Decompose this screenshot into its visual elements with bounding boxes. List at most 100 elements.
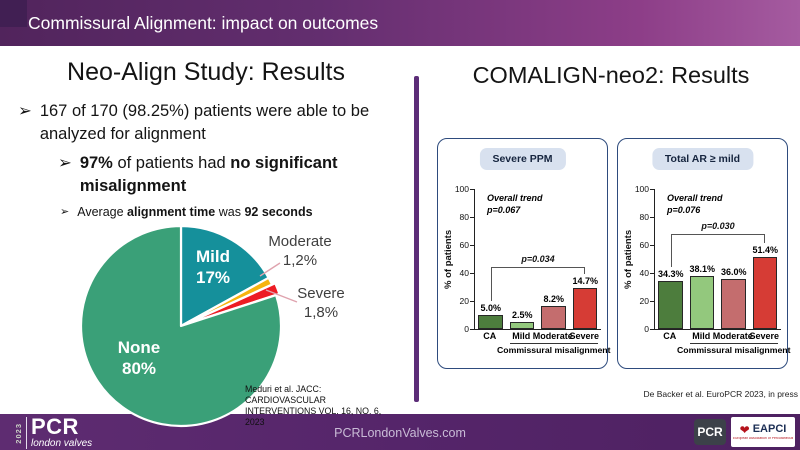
y-tick-mark	[470, 300, 475, 302]
logo-brand-sub: london valves	[31, 438, 93, 449]
pie-slice-severe	[183, 282, 281, 326]
pie-label-text: Mild	[196, 246, 230, 266]
group-label: Commissural misalignment	[677, 345, 791, 355]
arrow-bullet-icon: ➢	[18, 102, 32, 120]
slide-title: Commissural Alignment: impact on outcome…	[28, 13, 379, 33]
bar-ca	[478, 315, 503, 329]
logo-brand-block: PCR london valves	[26, 414, 93, 449]
overall-trend-annotation: Overall trend p=0.067	[487, 193, 543, 215]
bar-mild	[689, 275, 714, 329]
arrow-bullet-icon: ➢	[58, 153, 72, 172]
y-tick-label: 80	[459, 211, 469, 222]
footer-url: PCRLondonValves.com	[334, 426, 466, 440]
pie-label-severe: Severe 1,8%	[297, 284, 345, 322]
bar-moderate	[721, 278, 746, 329]
y-tick-mark	[470, 328, 475, 330]
eapci-subtext: European Association of Percutaneous Car…	[733, 436, 793, 440]
y-tick-label: 100	[634, 183, 649, 194]
x-axis-category-label: Mild	[692, 331, 711, 341]
chart-title-badge: Total AR ≥ mild	[651, 148, 754, 170]
bar-moderate	[541, 306, 566, 329]
p-value-label: p=0.034	[521, 254, 555, 265]
pcr-london-valves-logo: 2023 PCR london valves	[14, 414, 93, 449]
y-tick-label: 20	[459, 295, 469, 306]
y-tick-label: 40	[459, 267, 469, 278]
plot-area: Overall trend p=0.076 0 20 40 60 80 100 34.3% 3…	[635, 184, 781, 333]
bar-value-label: 2.5%	[511, 310, 533, 320]
y-axis-label: % of patients	[623, 229, 634, 289]
group-underline	[689, 343, 778, 345]
p-value-bracket	[490, 267, 586, 269]
chart-panel-total-ar: Total AR ≥ mild % of patients Overall tr…	[617, 138, 791, 369]
overall-trend-annotation: Overall trend p=0.076	[667, 193, 723, 215]
bullet-item-1: ➢ 167 of 170 (98.25%) patients were able…	[18, 100, 400, 147]
p-value-label: p=0.030	[701, 220, 735, 231]
y-tick-mark	[470, 272, 475, 274]
pie-chart-svg	[79, 224, 283, 428]
y-tick-label: 100	[454, 183, 469, 194]
bullet-text: 167 of 170 (98.25%) patients were able t…	[39, 102, 370, 144]
bar-value-label: 5.0%	[480, 303, 502, 313]
bullet-list: ➢ 167 of 170 (98.25%) patients were able…	[18, 100, 400, 220]
arrow-bullet-icon: ➢	[60, 205, 70, 218]
bar-ca	[658, 280, 683, 329]
y-tick-label: 60	[639, 239, 649, 250]
header-bar: Commissural Alignment: impact on outcome…	[0, 0, 800, 46]
bar-value-label: 51.4%	[752, 245, 779, 256]
left-section-title: Neo-Align Study: Results	[67, 58, 345, 86]
bar-severe	[752, 257, 777, 329]
bullet-item-3: ➢ Average alignment time was 92 seconds	[60, 204, 400, 220]
bar-value-label: 8.2%	[543, 294, 565, 305]
bar-severe	[572, 287, 597, 329]
bar-value-label: 14.7%	[572, 275, 599, 286]
eapci-label: EAPCI	[752, 423, 787, 436]
pie-slice-none	[79, 224, 283, 428]
y-tick-mark	[470, 188, 475, 190]
x-axis-category-label: CA	[483, 331, 497, 341]
y-tick-label: 0	[644, 323, 649, 334]
y-tick-mark	[650, 244, 655, 246]
header-corner-accent	[0, 0, 27, 27]
x-axis-category-label: Moderate	[532, 331, 573, 341]
y-tick-mark	[650, 300, 655, 302]
pie-label-text: None	[117, 337, 161, 357]
y-tick-label: 20	[639, 295, 649, 306]
logo-brand: PCR	[31, 414, 79, 439]
x-axis-category-label: Severe	[569, 331, 600, 341]
citation-left: Meduri et al. JACC: CARDIOVASCULAR INTER…	[245, 384, 382, 427]
pie-label-value: 17%	[195, 268, 231, 287]
leader-line-moderate	[259, 262, 281, 277]
y-tick-label: 40	[639, 267, 649, 278]
bar-value-label: 36.0%	[720, 266, 747, 277]
citation-right: De Backer et al. EuroPCR 2023, in press	[643, 389, 799, 399]
x-axis-category-label: CA	[663, 331, 677, 341]
pie-label-none: None 80%	[118, 337, 161, 380]
x-axis-category-label: Mild	[512, 331, 531, 341]
x-axis-category-label: Moderate	[712, 331, 753, 341]
plot-area: Overall trend p=0.067 0 20 40 60 80 100 5.0% 2.…	[455, 184, 601, 333]
bracket-leg-left	[670, 233, 672, 267]
pie-label-value: 80%	[121, 359, 157, 378]
chart-panel-severe-ppm: Severe PPM % of patients Overall trend p…	[437, 138, 611, 369]
pie-label-text: Moderate	[268, 232, 332, 250]
bullet-text: 97% of patients had no significant misal…	[79, 153, 338, 196]
right-section-title: COMALIGN-neo2: Results	[472, 62, 750, 88]
x-axis-category-label: Severe	[749, 331, 780, 341]
chart-title-badge: Severe PPM	[479, 148, 566, 170]
bullet-text: Average alignment time was 92 seconds	[77, 204, 313, 219]
pcr-logo-box: PCR	[694, 419, 726, 445]
y-tick-mark	[470, 244, 475, 246]
bullet-item-2: ➢ 97% of patients had no significant mis…	[58, 152, 358, 199]
bar-mild	[509, 322, 534, 329]
p-value-bracket	[670, 233, 766, 235]
bar-value-label: 38.1%	[689, 263, 716, 274]
y-tick-mark	[470, 216, 475, 218]
bracket-leg-left	[490, 267, 492, 301]
group-label: Commissural misalignment	[497, 345, 611, 355]
y-tick-label: 0	[464, 323, 469, 334]
pie-label-value: 1,2%	[282, 252, 318, 269]
y-tick-mark	[650, 188, 655, 190]
bar-value-label: 34.3%	[657, 268, 684, 279]
y-tick-label: 60	[459, 239, 469, 250]
